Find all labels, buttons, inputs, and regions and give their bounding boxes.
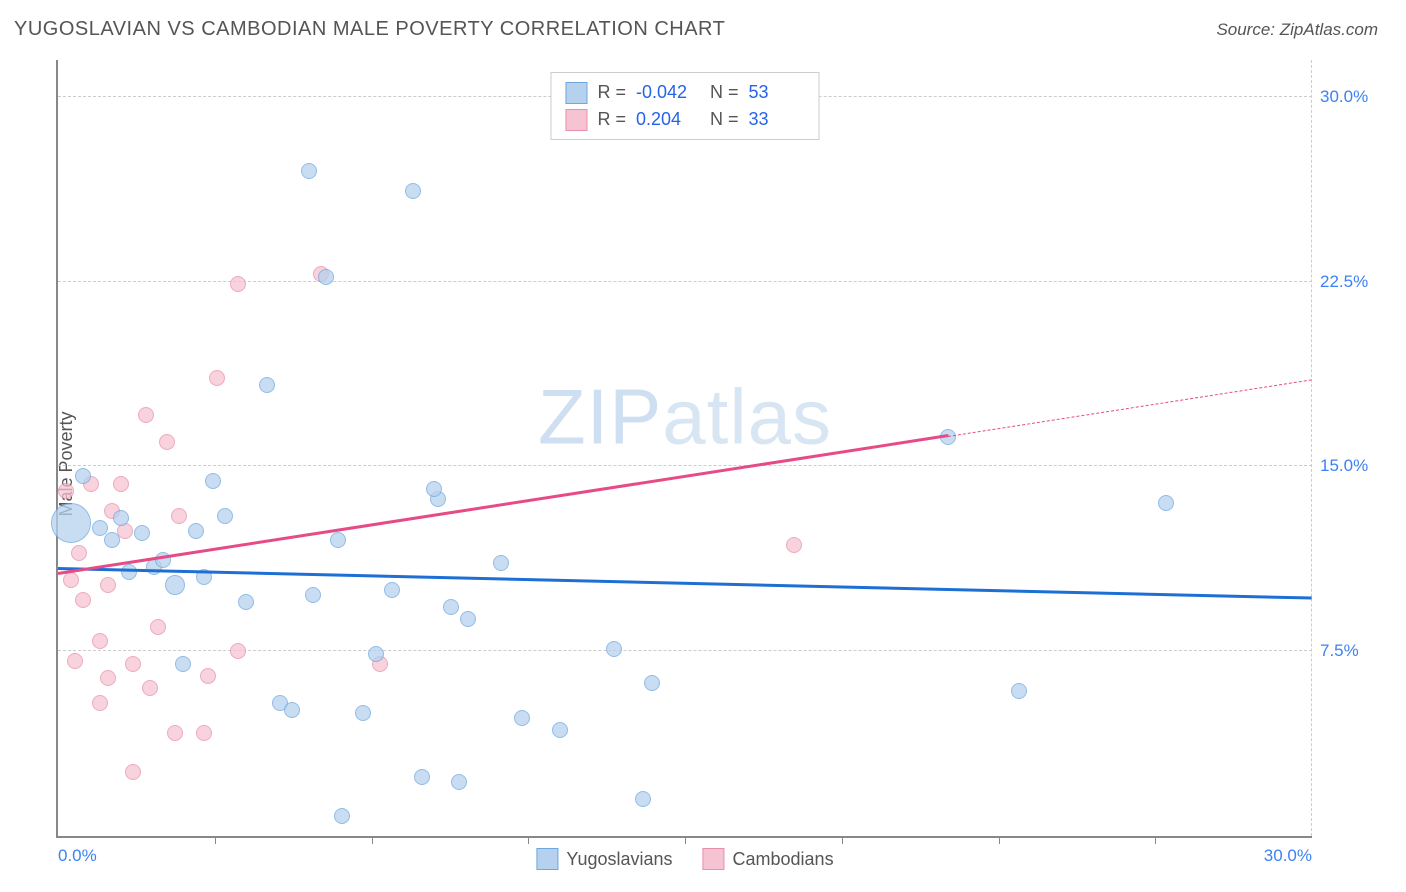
data-point	[414, 769, 430, 785]
data-point	[230, 643, 246, 659]
data-point	[786, 537, 802, 553]
data-point	[58, 483, 74, 499]
data-point	[134, 525, 150, 541]
legend-swatch	[536, 848, 558, 870]
x-tick	[215, 836, 216, 844]
data-point	[104, 532, 120, 548]
data-point	[71, 545, 87, 561]
data-point	[405, 183, 421, 199]
y-tick-label: 7.5%	[1320, 641, 1359, 661]
x-tick	[685, 836, 686, 844]
legend-swatch	[703, 848, 725, 870]
legend-swatch	[565, 109, 587, 131]
gridline	[58, 650, 1312, 651]
data-point	[188, 523, 204, 539]
data-point	[1011, 683, 1027, 699]
data-point	[150, 619, 166, 635]
y-tick-label: 22.5%	[1320, 272, 1368, 292]
data-point	[384, 582, 400, 598]
data-point	[75, 468, 91, 484]
gridline	[58, 281, 1312, 282]
data-point	[138, 407, 154, 423]
data-point	[63, 572, 79, 588]
legend-item: Cambodians	[703, 848, 834, 870]
gridline	[58, 465, 1312, 466]
y-tick-label: 30.0%	[1320, 87, 1368, 107]
data-point	[100, 670, 116, 686]
data-point	[113, 476, 129, 492]
data-point	[175, 656, 191, 672]
data-point	[443, 599, 459, 615]
data-point	[644, 675, 660, 691]
x-tick	[999, 836, 1000, 844]
source-label: Source: ZipAtlas.com	[1216, 20, 1378, 40]
data-point	[635, 791, 651, 807]
legend-item: Yugoslavians	[536, 848, 672, 870]
trend-line	[58, 434, 949, 574]
legend-stat-row: R =-0.042N =53	[565, 79, 804, 106]
trend-line	[948, 379, 1312, 437]
data-point	[460, 611, 476, 627]
data-point	[318, 269, 334, 285]
data-point	[305, 587, 321, 603]
data-point	[426, 481, 442, 497]
data-point	[171, 508, 187, 524]
data-point	[51, 503, 91, 543]
data-point	[451, 774, 467, 790]
legend-swatch	[565, 82, 587, 104]
data-point	[284, 702, 300, 718]
data-point	[75, 592, 91, 608]
data-point	[209, 370, 225, 386]
data-point	[165, 575, 185, 595]
watermark: ZIPatlas	[538, 371, 832, 462]
data-point	[125, 656, 141, 672]
x-tick	[842, 836, 843, 844]
x-tick	[1155, 836, 1156, 844]
legend-series: Yugoslavians Cambodians	[536, 848, 833, 870]
data-point	[92, 520, 108, 536]
data-point	[67, 653, 83, 669]
data-point	[493, 555, 509, 571]
x-tick-label: 30.0%	[1264, 846, 1312, 866]
data-point	[142, 680, 158, 696]
data-point	[238, 594, 254, 610]
data-point	[334, 808, 350, 824]
data-point	[100, 577, 116, 593]
data-point	[230, 276, 246, 292]
legend-stat-row: R = 0.204N =33	[565, 106, 804, 133]
data-point	[368, 646, 384, 662]
x-tick	[528, 836, 529, 844]
data-point	[167, 725, 183, 741]
data-point	[159, 434, 175, 450]
data-point	[205, 473, 221, 489]
data-point	[301, 163, 317, 179]
data-point	[514, 710, 530, 726]
chart-area: Male Poverty ZIPatlas R =-0.042N =53R = …	[14, 50, 1392, 878]
data-point	[217, 508, 233, 524]
data-point	[92, 633, 108, 649]
legend-stats: R =-0.042N =53R = 0.204N =33	[550, 72, 819, 140]
x-tick	[372, 836, 373, 844]
data-point	[200, 668, 216, 684]
data-point	[259, 377, 275, 393]
data-point	[1158, 495, 1174, 511]
x-tick-label: 0.0%	[58, 846, 97, 866]
data-point	[552, 722, 568, 738]
plot-area: ZIPatlas R =-0.042N =53R = 0.204N =33 Yu…	[56, 60, 1312, 838]
data-point	[113, 510, 129, 526]
data-point	[606, 641, 622, 657]
data-point	[121, 564, 137, 580]
data-point	[196, 725, 212, 741]
chart-title: YUGOSLAVIAN VS CAMBODIAN MALE POVERTY CO…	[14, 18, 725, 41]
data-point	[355, 705, 371, 721]
data-point	[330, 532, 346, 548]
y-tick-label: 15.0%	[1320, 456, 1368, 476]
data-point	[125, 764, 141, 780]
data-point	[92, 695, 108, 711]
right-border	[1311, 60, 1312, 836]
